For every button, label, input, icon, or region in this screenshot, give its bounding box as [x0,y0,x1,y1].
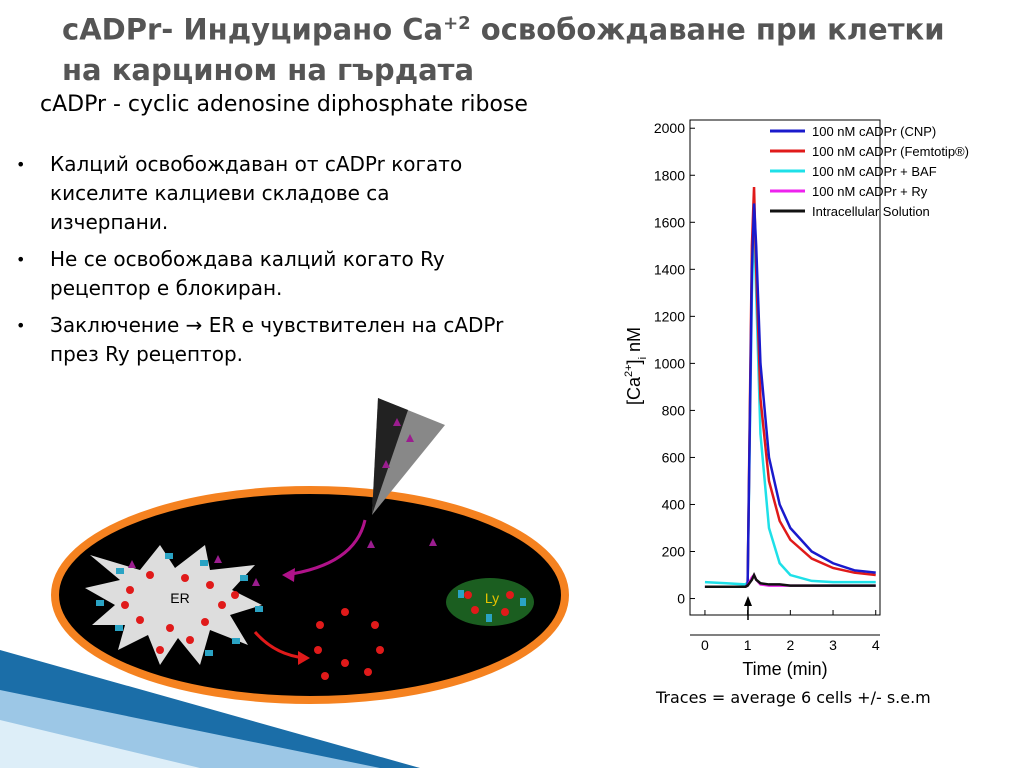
y-tick-label: 800 [662,402,686,418]
y-tick-label: 0 [677,591,685,607]
legend-label: 100 nM cADPr + BAF [812,164,937,179]
calcium-dots [121,571,514,680]
y-label-part: ] [624,359,644,364]
x-tick-label: 0 [701,637,709,653]
series-line [704,572,876,589]
legend-label: 100 nM cADPr (Femtotip®) [812,144,969,159]
y-tick-label: 2000 [654,120,685,136]
chart-bg [612,100,1012,685]
title-part: cADPr- Индуцирано Ca [62,12,444,47]
receptors [96,553,526,656]
lysosome [446,578,534,626]
y-tick-label: 1400 [654,261,685,277]
x-tick-label: 2 [786,637,794,653]
legend-label: 100 nM cADPr (CNP) [812,124,936,139]
cadpr-molecules [128,418,437,586]
caption: Traces = average 6 cells +/- s.e.m [656,688,931,707]
ly-label: Ly [485,590,499,606]
bullets: Калций освобождаван от cADPr когато кисе… [14,150,514,377]
stim-arrow [744,596,752,606]
y-tick-label: 1800 [654,167,685,183]
x-tick-label: 3 [829,637,837,653]
cell [51,486,569,704]
x-tick-label: 4 [872,637,880,653]
y-tick-label: 400 [662,496,686,512]
title-part: освобождаване при клетки на карцином на … [62,12,945,87]
arrow [282,568,295,582]
bullet: Заключение → ER е чувствителен на cADPr … [14,311,514,369]
y-tick-label: 200 [662,544,686,560]
x-axis-label: Time (min) [742,659,827,679]
y-label-part: 2+ [623,364,635,377]
er-label: ER [170,590,189,606]
y-label-part: [Ca [624,376,644,405]
x-tick-label: 1 [744,637,752,653]
y-tick-label: 1200 [654,308,685,324]
arrow [284,519,367,577]
y-tick-label: 600 [662,449,686,465]
y-tick-label: 1600 [654,214,685,230]
y-axis-label: [Ca2+]i nM [623,327,649,405]
y-tick-label: 1000 [654,355,685,371]
bullet: Не се освобождава калций когато Ry рецеп… [14,245,514,303]
subtitle: cADPr - cyclic adenosine diphosphate rib… [40,92,528,117]
legend-label: 100 nM cADPr + Ry [812,184,928,199]
y-label-part: nM [624,327,644,357]
title: cADPr- Индуцирано Ca+2 освобождаване при… [62,4,962,90]
series-line [704,217,876,586]
y-label-part: i [637,357,649,359]
title-part: +2 [443,13,471,34]
plot-frame [689,119,881,616]
decor-stripe [0,720,200,768]
arrow [298,651,310,665]
legend-label: Intracellular Solution [812,204,930,219]
er [85,545,262,665]
bullet: Калций освобождаван от cADPr когато кисе… [14,150,514,237]
pipette [372,398,408,515]
